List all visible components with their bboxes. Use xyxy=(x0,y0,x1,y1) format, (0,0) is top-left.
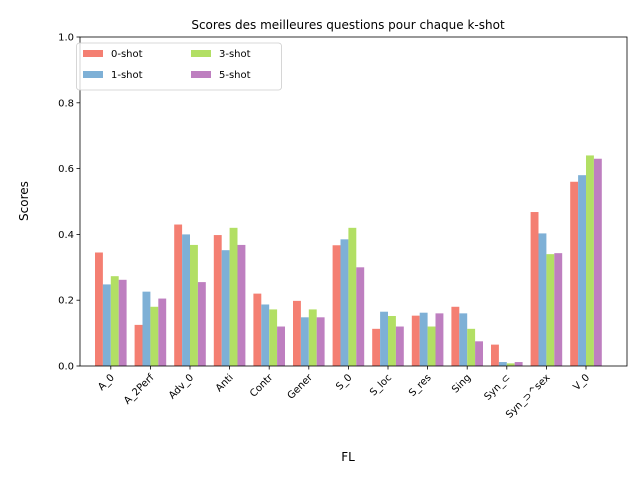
bar-5-shot-Syn_⊃^sex xyxy=(554,253,563,366)
bar-1-shot-Adv_0 xyxy=(182,234,190,366)
bar-3-shot-Syn_⊃^sex xyxy=(546,254,555,366)
bar-1-shot-S_0 xyxy=(340,239,349,366)
x-tick-label: Syn_⊂ xyxy=(483,372,513,402)
legend-box xyxy=(76,42,282,91)
bar-5-shot-S_loc xyxy=(395,326,404,366)
bar-5-shot-Anti xyxy=(237,244,246,366)
bar-3-shot-S_0 xyxy=(348,227,357,366)
legend-swatch-3-shot xyxy=(191,50,211,57)
bar-0-shot-A_0 xyxy=(95,252,103,366)
bar-1-shot-Syn_⊃^sex xyxy=(538,233,547,366)
bar-3-shot-A_2Perf xyxy=(150,306,159,366)
legend-label-1-shot: 1-shot xyxy=(111,70,143,81)
bar-1-shot-S_loc xyxy=(380,311,388,366)
bar-1-shot-A_0 xyxy=(102,284,111,366)
bar-3-shot-Syn_⊂ xyxy=(506,363,515,366)
bar-0-shot-S_loc xyxy=(372,328,381,366)
bar-3-shot-Adv_0 xyxy=(190,244,198,366)
bar-5-shot-S_res xyxy=(435,313,444,366)
bar-0-shot-Gener xyxy=(293,300,301,366)
x-axis-label: FL xyxy=(341,450,355,464)
x-tick-label: V_0 xyxy=(571,372,592,393)
bar-1-shot-A_2Perf xyxy=(142,291,151,366)
bar-0-shot-Sing xyxy=(451,306,460,366)
bar-1-shot-Syn_⊂ xyxy=(498,362,507,366)
bar-0-shot-Syn_⊃^sex xyxy=(530,212,539,366)
bars-group xyxy=(95,155,602,367)
bar-3-shot-V_0 xyxy=(586,155,594,366)
bar-5-shot-V_0 xyxy=(593,158,602,366)
x-tick-label: Anti xyxy=(214,372,236,394)
y-tick-label: 0.4 xyxy=(58,230,74,241)
bar-5-shot-Contr xyxy=(277,326,285,366)
bar-3-shot-Contr xyxy=(269,309,278,366)
bar-5-shot-Sing xyxy=(475,341,483,366)
bar-3-shot-Sing xyxy=(467,328,476,366)
bar-0-shot-Contr xyxy=(253,293,262,366)
x-tick-label: S_loc xyxy=(368,372,394,398)
legend-swatch-0-shot xyxy=(83,50,103,57)
bar-3-shot-Gener xyxy=(308,309,317,366)
x-tick-label: Contr xyxy=(248,372,276,400)
legend-label-3-shot: 3-shot xyxy=(219,49,251,60)
bar-5-shot-Syn_⊂ xyxy=(514,362,523,366)
bar-5-shot-Gener xyxy=(316,317,325,366)
x-tick-label: A_2Perf xyxy=(122,372,157,407)
bar-0-shot-A_2Perf xyxy=(134,324,143,367)
x-tick-label: Gener xyxy=(286,372,316,402)
bar-1-shot-Contr xyxy=(261,304,270,366)
x-tick-label: Adv_0 xyxy=(167,372,196,401)
legend-swatch-5-shot xyxy=(191,71,211,78)
legend-label-5-shot: 5-shot xyxy=(219,70,251,81)
bar-1-shot-V_0 xyxy=(578,175,586,366)
x-tick-label: S_res xyxy=(407,372,434,399)
bar-0-shot-Adv_0 xyxy=(174,224,183,366)
legend-label-0-shot: 0-shot xyxy=(111,49,143,60)
plot-frame xyxy=(79,36,628,367)
y-tick-label: 0.0 xyxy=(58,362,74,373)
x-tick-label: S_0 xyxy=(334,372,354,392)
y-tick-label: 0.6 xyxy=(58,164,74,175)
bar-1-shot-Gener xyxy=(300,317,309,366)
bar-3-shot-A_0 xyxy=(110,276,119,366)
bar-5-shot-S_0 xyxy=(356,267,365,366)
legend-swatch-1-shot xyxy=(83,71,103,78)
bar-1-shot-Sing xyxy=(459,313,468,366)
y-tick-label: 0.2 xyxy=(58,296,74,307)
bar-5-shot-A_0 xyxy=(118,279,127,366)
x-tick-label: A_0 xyxy=(96,372,117,393)
bar-3-shot-S_res xyxy=(427,326,436,366)
x-tick-label: Sing xyxy=(450,372,473,395)
bar-1-shot-Anti xyxy=(221,250,230,366)
bar-3-shot-Anti xyxy=(229,227,238,366)
bar-5-shot-A_2Perf xyxy=(158,298,167,366)
bar-0-shot-S_res xyxy=(411,315,420,366)
bar-1-shot-S_res xyxy=(419,312,428,366)
bar-0-shot-Anti xyxy=(213,235,222,366)
bar-5-shot-Adv_0 xyxy=(197,282,206,366)
bar-0-shot-Syn_⊂ xyxy=(491,344,499,366)
y-axis-label: Scores xyxy=(17,181,31,221)
bar-3-shot-S_loc xyxy=(388,315,396,366)
y-tick-label: 0.8 xyxy=(58,98,74,109)
bar-0-shot-S_0 xyxy=(332,245,341,366)
chart-title: Scores des meilleures questions pour cha… xyxy=(191,18,505,32)
y-tick-label: 1.0 xyxy=(58,33,74,44)
bar-0-shot-V_0 xyxy=(570,181,579,366)
legend: 0-shot 1-shot 3-shot 5-shot xyxy=(76,42,282,91)
